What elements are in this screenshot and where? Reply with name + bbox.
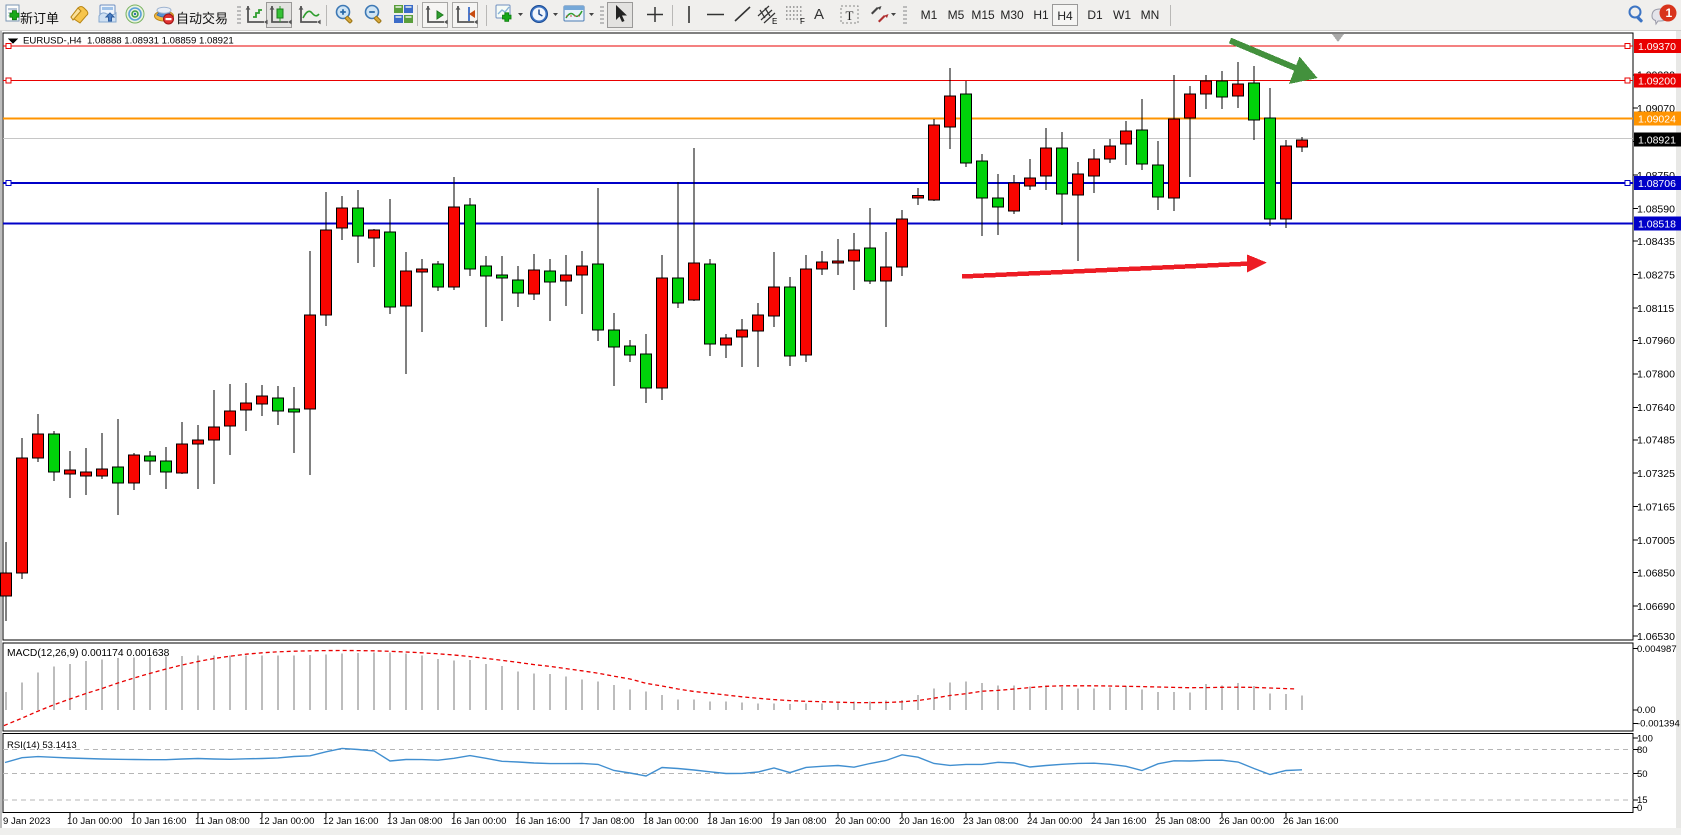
svg-text:MACD(12,26,9) 0.001174 0.00163: MACD(12,26,9) 0.001174 0.001638 xyxy=(7,648,170,659)
svg-text:1.08115: 1.08115 xyxy=(1637,303,1674,315)
svg-text:-0.001394: -0.001394 xyxy=(1637,719,1680,730)
svg-text:16 Jan 16:00: 16 Jan 16:00 xyxy=(515,816,570,827)
svg-text:1.08706: 1.08706 xyxy=(1638,178,1676,190)
svg-text:19 Jan 08:00: 19 Jan 08:00 xyxy=(771,816,826,827)
svg-text:10 Jan 16:00: 10 Jan 16:00 xyxy=(131,816,186,827)
svg-text:1.08275: 1.08275 xyxy=(1637,269,1675,281)
svg-text:1.06850: 1.06850 xyxy=(1637,567,1675,579)
svg-text:12 Jan 00:00: 12 Jan 00:00 xyxy=(259,816,314,827)
svg-text:12 Jan 16:00: 12 Jan 16:00 xyxy=(323,816,378,827)
svg-text:1.07800: 1.07800 xyxy=(1637,369,1675,381)
svg-text:1.08518: 1.08518 xyxy=(1638,218,1676,230)
svg-text:1.09024: 1.09024 xyxy=(1638,113,1676,125)
svg-text:1.07485: 1.07485 xyxy=(1637,435,1675,447)
svg-text:1.09200: 1.09200 xyxy=(1638,75,1676,87)
svg-text:1.06690: 1.06690 xyxy=(1637,601,1675,613)
svg-text:50: 50 xyxy=(1637,769,1648,780)
svg-text:T: T xyxy=(846,8,854,23)
svg-text:RSI(14) 53.1413: RSI(14) 53.1413 xyxy=(7,740,77,751)
svg-text:1.08590: 1.08590 xyxy=(1637,203,1675,215)
svg-text:23 Jan 08:00: 23 Jan 08:00 xyxy=(963,816,1018,827)
svg-text:16 Jan 00:00: 16 Jan 00:00 xyxy=(451,816,506,827)
svg-text:9 Jan 2023: 9 Jan 2023 xyxy=(3,816,50,827)
svg-text:13 Jan 08:00: 13 Jan 08:00 xyxy=(387,816,442,827)
svg-text:0.004987: 0.004987 xyxy=(1637,644,1677,655)
svg-text:18 Jan 00:00: 18 Jan 00:00 xyxy=(643,816,698,827)
svg-text:1.07005: 1.07005 xyxy=(1637,535,1675,547)
svg-text:24 Jan 00:00: 24 Jan 00:00 xyxy=(1027,816,1082,827)
svg-text:1.07640: 1.07640 xyxy=(1637,402,1675,414)
svg-text:20 Jan 16:00: 20 Jan 16:00 xyxy=(899,816,954,827)
svg-text:1.07165: 1.07165 xyxy=(1637,502,1675,514)
svg-text:10 Jan 00:00: 10 Jan 00:00 xyxy=(67,816,122,827)
svg-text:1.07960: 1.07960 xyxy=(1637,335,1675,347)
svg-text:26 Jan 00:00: 26 Jan 00:00 xyxy=(1219,816,1274,827)
svg-text:25 Jan 08:00: 25 Jan 08:00 xyxy=(1155,816,1210,827)
svg-text:EURUSD-,H4 1.08888 1.08931 1.: EURUSD-,H4 1.08888 1.08931 1.08859 1.089… xyxy=(23,36,234,47)
svg-text:24 Jan 16:00: 24 Jan 16:00 xyxy=(1091,816,1146,827)
svg-text:1: 1 xyxy=(1666,6,1673,20)
svg-text:1.06530: 1.06530 xyxy=(1637,631,1675,643)
svg-text:1.08921: 1.08921 xyxy=(1638,134,1676,146)
svg-text:18 Jan 16:00: 18 Jan 16:00 xyxy=(707,816,762,827)
svg-text:15: 15 xyxy=(1637,795,1648,806)
svg-text:80: 80 xyxy=(1637,745,1648,756)
svg-text:E: E xyxy=(772,17,777,26)
svg-text:17 Jan 08:00: 17 Jan 08:00 xyxy=(579,816,634,827)
svg-text:11 Jan 08:00: 11 Jan 08:00 xyxy=(195,816,250,827)
svg-text:1.07325: 1.07325 xyxy=(1637,468,1675,480)
svg-text:26 Jan 16:00: 26 Jan 16:00 xyxy=(1283,816,1338,827)
svg-text:20 Jan 00:00: 20 Jan 00:00 xyxy=(835,816,890,827)
svg-text:100: 100 xyxy=(1637,733,1653,744)
svg-text:F: F xyxy=(800,17,805,26)
svg-text:0.00: 0.00 xyxy=(1637,705,1656,716)
svg-text:0: 0 xyxy=(1637,803,1642,814)
svg-text:1.08435: 1.08435 xyxy=(1637,236,1675,248)
svg-text:1.09370: 1.09370 xyxy=(1638,41,1676,53)
